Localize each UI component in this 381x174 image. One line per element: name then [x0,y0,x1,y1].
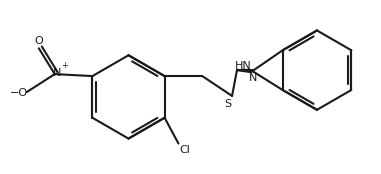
Text: HN: HN [235,61,251,71]
Text: O: O [34,36,43,46]
Text: S: S [224,99,232,109]
Text: N: N [53,68,61,78]
Text: Cl: Cl [179,145,190,156]
Text: +: + [61,61,68,70]
Text: −O: −O [10,88,28,98]
Text: N: N [249,73,257,83]
